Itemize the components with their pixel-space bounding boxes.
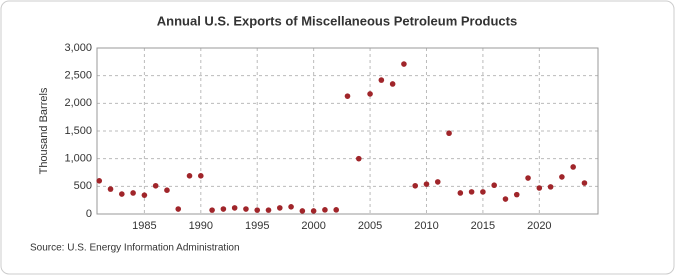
point: [581, 180, 588, 186]
point: [141, 192, 148, 198]
x-tick-label: 2000: [301, 220, 325, 232]
point: [559, 174, 565, 180]
point: [119, 191, 125, 197]
x-tick-label: 1985: [132, 220, 156, 232]
point: [107, 186, 114, 192]
point: [186, 173, 193, 179]
point: [378, 77, 385, 83]
point: [175, 206, 182, 212]
point: [130, 190, 136, 196]
point: [96, 178, 103, 184]
chart-title: Annual U.S. Exports of Miscellaneous Pet…: [157, 13, 517, 28]
point: [367, 91, 373, 97]
point: [344, 93, 351, 99]
point: [198, 173, 204, 179]
point: [389, 81, 396, 87]
point: [209, 207, 215, 213]
point: [480, 189, 486, 195]
point: [265, 207, 272, 213]
point: [401, 61, 407, 67]
point: [525, 175, 531, 181]
x-tick-label: 2010: [414, 220, 438, 232]
x-tick-label: 1995: [245, 220, 269, 232]
x-tick-label: 2005: [358, 220, 382, 232]
point: [220, 206, 227, 212]
point: [570, 164, 576, 170]
y-tick-label: 0: [86, 208, 92, 220]
point: [491, 182, 497, 189]
source: Source: U.S. Energy Information Administ…: [30, 243, 240, 254]
point: [502, 196, 509, 202]
x-tick-label: 2015: [471, 220, 495, 232]
point: [423, 181, 430, 187]
point: [536, 185, 543, 191]
y-tick-label: 1,500: [64, 125, 92, 137]
point: [446, 130, 452, 137]
y-tick-label: 3,000: [64, 42, 92, 54]
point: [412, 182, 419, 189]
point: [457, 190, 464, 196]
x-tick-label: 2020: [527, 220, 551, 232]
point: [231, 205, 238, 211]
point: [254, 207, 261, 213]
point: [333, 207, 340, 213]
point: [288, 204, 294, 210]
point: [513, 191, 520, 198]
y-tick-label: 1,000: [64, 153, 92, 165]
point: [434, 179, 441, 185]
point: [152, 182, 159, 189]
y-axis-label: Thousand Barrels: [38, 87, 50, 174]
y-tick-label: 2,500: [64, 70, 92, 82]
point: [243, 206, 249, 212]
point: [322, 207, 328, 213]
y-tick-label: 500: [74, 180, 92, 192]
point: [299, 208, 306, 214]
point: [547, 184, 554, 190]
x-tick-label: 1990: [189, 220, 213, 232]
point: [468, 189, 475, 195]
point: [164, 187, 170, 194]
point: [276, 205, 283, 211]
plot-area: [96, 47, 599, 215]
y-tick-label: 2,000: [64, 97, 92, 109]
point: [310, 208, 317, 214]
point: [355, 155, 362, 162]
